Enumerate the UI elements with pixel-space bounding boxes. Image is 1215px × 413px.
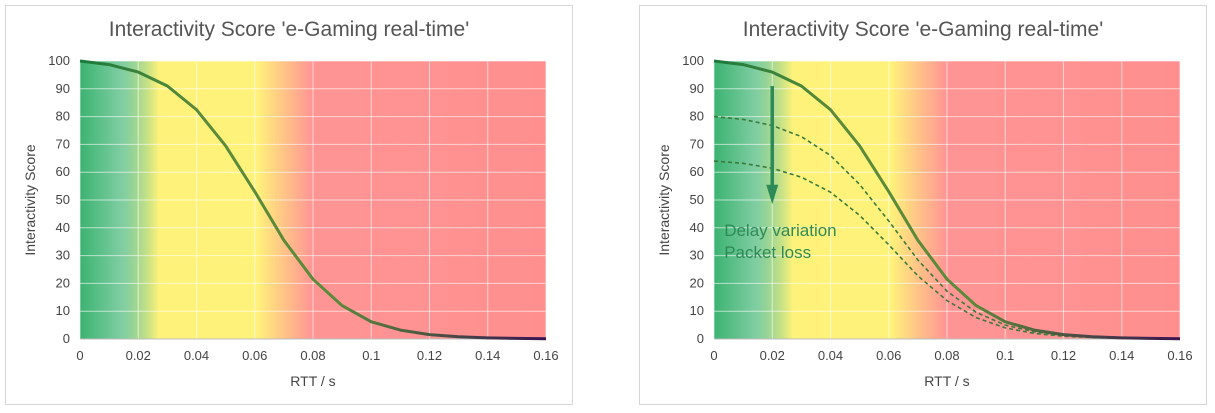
x-axis-label: RTT / s bbox=[290, 373, 335, 389]
y-tick-label: 30 bbox=[690, 248, 704, 263]
y-tick-label: 30 bbox=[56, 248, 70, 263]
x-axis-label: RTT / s bbox=[924, 373, 969, 389]
down-arrow-icon bbox=[766, 184, 779, 205]
y-tick-label: 90 bbox=[56, 81, 70, 96]
y-tick-label: 100 bbox=[682, 53, 704, 68]
y-tick-label: 40 bbox=[56, 220, 70, 235]
x-tick-label: 0.02 bbox=[760, 348, 785, 363]
chart-svg: 0 10 20 30 40 50 60 70 80 90 100 0 0.02 0.04 0.06 0.08 0… bbox=[656, 53, 1193, 389]
x-tick-label: 0.1 bbox=[996, 348, 1014, 363]
y-tick-label: 60 bbox=[56, 164, 70, 179]
y-tick-label: 10 bbox=[56, 303, 70, 318]
annotation-label: Delay variation bbox=[724, 221, 836, 240]
series-line-solid bbox=[79, 59, 547, 341]
y-tick-label: 70 bbox=[690, 136, 704, 151]
y-tick-label: 100 bbox=[48, 53, 70, 68]
x-tick-label: 0.06 bbox=[242, 348, 267, 363]
x-tick-label: 0.1 bbox=[362, 348, 380, 363]
y-tick-label: 0 bbox=[697, 331, 704, 346]
x-tick-label: 0.12 bbox=[417, 348, 442, 363]
y-tick-label: 20 bbox=[690, 275, 704, 290]
y-tick-label: 60 bbox=[690, 164, 704, 179]
y-axis-label: Interactivity Score bbox=[656, 144, 672, 255]
y-axis-label: Interactivity Score bbox=[22, 144, 38, 255]
y-tick-label: 0 bbox=[63, 331, 70, 346]
x-tick-label: 0.02 bbox=[126, 348, 151, 363]
x-tick-label: 0.16 bbox=[533, 348, 558, 363]
x-tick-label: 0.12 bbox=[1051, 348, 1076, 363]
y-tick-label: 80 bbox=[690, 109, 704, 124]
y-tick-label: 90 bbox=[690, 81, 704, 96]
chart-title: Interactivity Score 'e-Gaming real-time' bbox=[108, 18, 470, 41]
y-tick-label: 40 bbox=[690, 220, 704, 235]
y-tick-label: 10 bbox=[690, 303, 704, 318]
annotation-label: Packet loss bbox=[724, 243, 811, 262]
x-tick-label: 0.06 bbox=[876, 348, 901, 363]
chart-svg: 0 10 20 30 40 50 60 70 80 90 100 0 0.02 0.04 0.06 0.08 0… bbox=[22, 53, 559, 389]
x-tick-label: 0.14 bbox=[475, 348, 500, 363]
x-tick-label: 0.14 bbox=[1109, 348, 1134, 363]
y-tick-label: 50 bbox=[690, 192, 704, 207]
series-line-solid bbox=[713, 59, 1181, 341]
chart-panel-right: Interactivity Score 'e-Gaming real-time'… bbox=[639, 5, 1207, 405]
x-tick-label: 0.04 bbox=[184, 348, 209, 363]
x-tick-label: 0 bbox=[710, 348, 717, 363]
x-tick-label: 0.16 bbox=[1167, 348, 1192, 363]
x-tick-label: 0.04 bbox=[818, 348, 843, 363]
y-tick-label: 80 bbox=[56, 109, 70, 124]
y-tick-label: 50 bbox=[56, 192, 70, 207]
x-tick-label: 0.08 bbox=[934, 348, 959, 363]
x-tick-label: 0.08 bbox=[300, 348, 325, 363]
y-tick-label: 70 bbox=[56, 136, 70, 151]
chart-title: Interactivity Score 'e-Gaming real-time' bbox=[742, 18, 1104, 41]
y-tick-label: 20 bbox=[56, 275, 70, 290]
chart-panel-left: Interactivity Score 'e-Gaming real-time'… bbox=[5, 5, 573, 405]
x-tick-label: 0 bbox=[76, 348, 83, 363]
